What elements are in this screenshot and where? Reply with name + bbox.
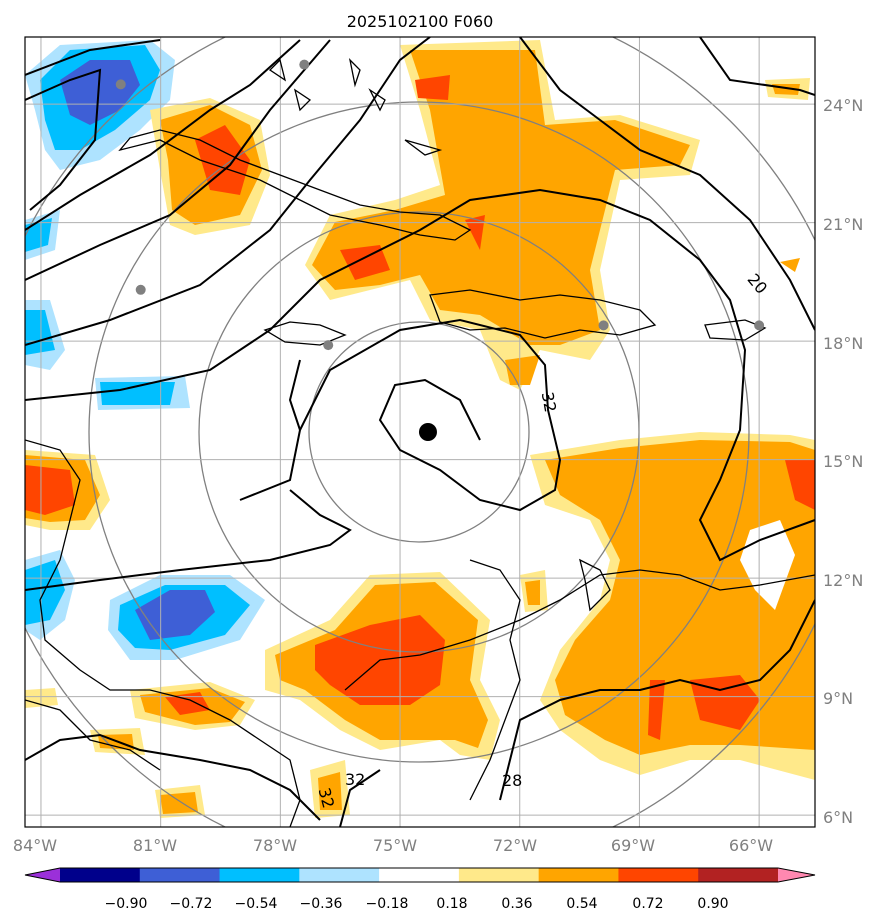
range-ring-inner <box>308 321 530 543</box>
colorbar-tick-label: 0.18 <box>436 896 467 912</box>
cuba-coast <box>118 129 472 241</box>
colorbar-outline <box>24 867 816 883</box>
colorbar-tick-label: −0.90 <box>105 896 148 912</box>
colorbar-segment <box>299 868 380 882</box>
lon-label: 72°W <box>493 836 537 855</box>
gridlines <box>25 37 815 827</box>
contour-11 <box>699 37 815 96</box>
contour-10 <box>519 37 815 331</box>
lat-label: 15°N <box>823 452 863 471</box>
hispaniola-coast <box>429 289 657 339</box>
colorbar <box>24 867 816 883</box>
station-marker <box>754 320 765 331</box>
colorbar-segment <box>778 868 815 882</box>
contour-6 <box>25 188 815 562</box>
contour-7 <box>239 318 562 512</box>
contour-8 <box>25 489 352 591</box>
station-marker <box>299 59 310 70</box>
lat-label: 9°N <box>823 689 853 708</box>
contour-2 <box>25 68 102 211</box>
contour-13 <box>25 733 321 821</box>
lat-tick-labels: 24°N 21°N 18°N 15°N 12°N 9°N 6°N <box>823 96 863 827</box>
contour-12 <box>499 599 815 801</box>
map-frame <box>24 36 816 828</box>
contour-4 <box>25 39 331 281</box>
colorbar-tick-label: 0.90 <box>697 896 728 912</box>
lon-label: 81°W <box>133 836 177 855</box>
station-marker <box>323 340 334 351</box>
jamaica-coast <box>263 321 347 346</box>
colorbar-tick-label: −0.18 <box>366 896 409 912</box>
south-america-coast <box>344 569 815 691</box>
lon-tick-labels: 84°W 81°W 78°W 75°W 72°W 69°W 66°W <box>13 836 773 855</box>
lat-label: 6°N <box>823 808 853 827</box>
colorbar-segment <box>379 868 460 882</box>
colorbar-tick-label: −0.36 <box>300 896 343 912</box>
contour-label-group: 20 32 32 32 28 <box>314 270 771 810</box>
contour-label: 28 <box>502 771 522 790</box>
coastlines <box>25 58 815 827</box>
colorbar-tick-labels: −0.90 −0.72 −0.54 −0.36 −0.18 0.18 0.36 … <box>105 896 729 912</box>
range-rings <box>25 37 815 827</box>
lon-label: 66°W <box>729 836 773 855</box>
colorbar-segment <box>458 868 540 882</box>
colorbar-segment <box>618 868 699 882</box>
lat-label: 24°N <box>823 96 863 115</box>
colorbar-tick-label: −0.72 <box>170 896 213 912</box>
colorbar-tick-label: −0.54 <box>235 896 278 912</box>
station-marker <box>115 79 126 90</box>
contour-5 <box>25 37 431 346</box>
colorbar-segment <box>25 868 60 882</box>
contour-label: 32 <box>345 770 365 789</box>
contour-label: 32 <box>538 390 560 413</box>
colorbar-segment <box>219 868 300 882</box>
lat-label: 12°N <box>823 571 863 590</box>
contour-3 <box>25 39 301 231</box>
station-marker <box>135 284 146 295</box>
lon-label: 78°W <box>253 836 297 855</box>
station-markers <box>115 59 765 351</box>
contours <box>25 37 815 827</box>
lon-label: 69°W <box>611 836 655 855</box>
contour-14 <box>339 769 381 827</box>
colorbar-tick-label: 0.36 <box>501 896 532 912</box>
lat-label: 18°N <box>823 334 863 353</box>
colorbar-segment <box>698 868 779 882</box>
station-marker <box>598 320 609 331</box>
colorbar-segment <box>538 868 619 882</box>
lon-label: 84°W <box>13 836 57 855</box>
storm-center-marker <box>418 423 437 441</box>
map-title: 2025102100 F060 <box>347 12 494 31</box>
puerto-rico-coast <box>704 319 767 341</box>
contour-label: 32 <box>314 786 338 811</box>
map-panel: 20 32 32 32 28 <box>25 37 815 827</box>
range-ring-outer <box>88 101 750 763</box>
colorbar-tick-label: 0.72 <box>632 896 663 912</box>
lat-label: 21°N <box>823 215 863 234</box>
central-america-coast <box>25 439 301 827</box>
colorbar-segment <box>139 868 221 882</box>
colorbar-tick-label: 0.54 <box>566 896 597 912</box>
contour-9 <box>288 359 301 431</box>
lon-label: 75°W <box>373 836 417 855</box>
contour-1 <box>25 39 161 76</box>
colorbar-segment <box>60 868 141 882</box>
